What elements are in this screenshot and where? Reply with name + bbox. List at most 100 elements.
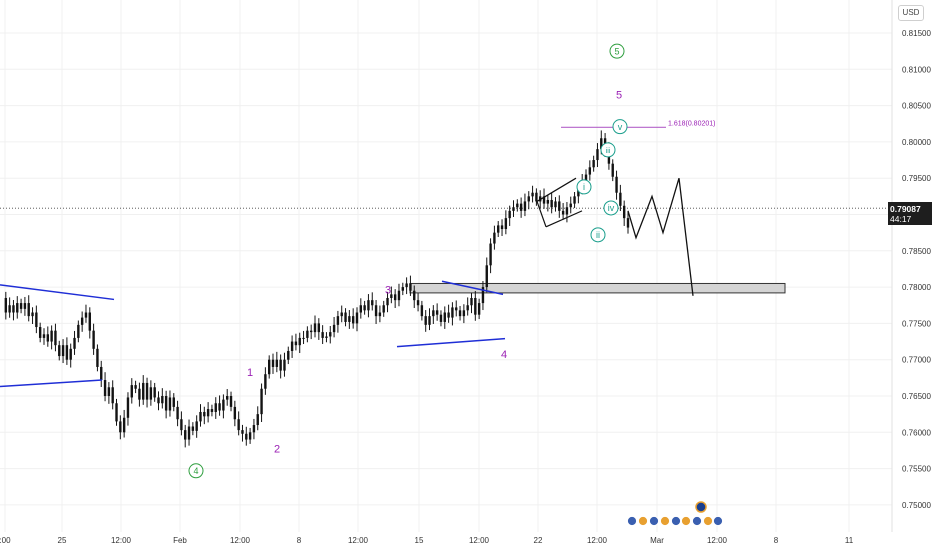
candle-body: [363, 305, 366, 311]
candle-body: [519, 203, 523, 211]
candle-body: [111, 387, 114, 404]
candle-body: [176, 406, 179, 420]
trendline-triangle-upper: [441, 280, 504, 296]
candle-body: [88, 312, 91, 331]
wave-label-circle: [590, 227, 606, 243]
candle-body: [27, 303, 30, 317]
candle-body: [516, 203, 519, 208]
candle-body: [298, 337, 301, 346]
x-tick-label: Feb: [173, 536, 187, 545]
candle-body: [256, 414, 259, 426]
wave-label: iv: [608, 203, 615, 213]
candle-body: [23, 303, 27, 309]
candle-body: [371, 300, 374, 306]
candle-body: [96, 348, 99, 367]
wave-label-circle: [600, 142, 616, 158]
x-tick-label: 12:00: [587, 536, 608, 545]
channel-left: [536, 201, 547, 228]
candle-body: [451, 307, 454, 318]
candle-body: [393, 294, 397, 301]
wave-label-circle: [576, 179, 592, 195]
candle-body: [401, 287, 404, 291]
candle-body: [264, 374, 267, 389]
candle-body: [489, 243, 492, 266]
candle-body: [512, 207, 515, 211]
candle-body: [199, 411, 202, 422]
candle-body: [161, 396, 164, 404]
candle-body: [226, 396, 229, 400]
wave-label-circle: [188, 463, 204, 479]
candle-body: [470, 297, 473, 306]
event-flag-icon: [660, 516, 670, 526]
candle-body: [531, 192, 534, 197]
candle-body: [218, 403, 221, 411]
candle-body: [542, 196, 546, 204]
candle-body: [184, 430, 187, 440]
candle-body: [46, 334, 50, 342]
wave-label: 2: [274, 443, 280, 455]
candle-body: [130, 385, 133, 398]
candle-body: [229, 396, 233, 407]
y-tick-label: 0.80000: [902, 138, 931, 147]
wave-label: i: [583, 182, 585, 192]
y-tick-label: 0.79500: [902, 174, 931, 183]
candle-body: [497, 225, 500, 233]
candle-body: [523, 201, 527, 211]
candle-body: [390, 294, 393, 298]
y-tick-label: 0.80500: [902, 102, 931, 111]
event-flag-icon: [703, 516, 713, 526]
candle-body: [424, 316, 427, 325]
candle-body: [382, 305, 385, 313]
candle-body: [260, 388, 263, 415]
x-tick-label: 22: [534, 536, 543, 545]
candle-body: [80, 317, 84, 325]
candle-body: [153, 387, 156, 398]
candle-body: [569, 203, 572, 208]
candle-body: [565, 207, 569, 215]
candle-body: [619, 192, 622, 206]
channel-lower: [545, 210, 583, 228]
candle-body: [168, 397, 172, 411]
candle-body: [386, 297, 389, 306]
chart-grid: [0, 0, 893, 532]
current-price-value: 0.79087: [890, 204, 921, 215]
candle-body: [50, 330, 53, 342]
candle-body: [180, 419, 183, 431]
candle-body: [550, 199, 553, 208]
y-tick-label: 0.76000: [902, 428, 931, 437]
candle-body: [420, 305, 424, 317]
candle-body: [145, 382, 149, 400]
candle-body: [458, 310, 462, 317]
candle-body: [149, 387, 153, 400]
candle-body: [558, 201, 561, 211]
candle-body: [455, 307, 458, 311]
candle-body: [432, 310, 435, 317]
wave-label: 4: [193, 466, 198, 476]
candle-body: [561, 210, 565, 215]
projected-path: [627, 178, 694, 296]
candle-body: [138, 388, 141, 400]
candle-body: [344, 312, 347, 322]
currency-badge[interactable]: USD: [898, 5, 924, 21]
candle-body: [535, 192, 538, 202]
candle-body: [191, 426, 195, 431]
candle-body: [115, 403, 118, 422]
fib-extension-label: 1.618(0.80201): [668, 120, 715, 127]
candle-body: [69, 348, 72, 360]
candle-body: [267, 359, 271, 375]
x-tick-label: 8: [774, 536, 779, 545]
candle-body: [359, 305, 363, 313]
wave-label: 1: [247, 367, 253, 379]
wave-label-circle: [612, 119, 628, 135]
candle-body: [405, 283, 408, 288]
candle-body: [126, 397, 130, 418]
candle-body: [588, 167, 592, 175]
resistance-zone-layer: [409, 282, 786, 294]
candle-body: [527, 196, 530, 202]
x-tick-label: 12:00: [111, 536, 132, 545]
x-tick-label: :00: [0, 536, 11, 545]
x-tick-label: 12:00: [707, 536, 728, 545]
candle-body: [355, 312, 359, 324]
